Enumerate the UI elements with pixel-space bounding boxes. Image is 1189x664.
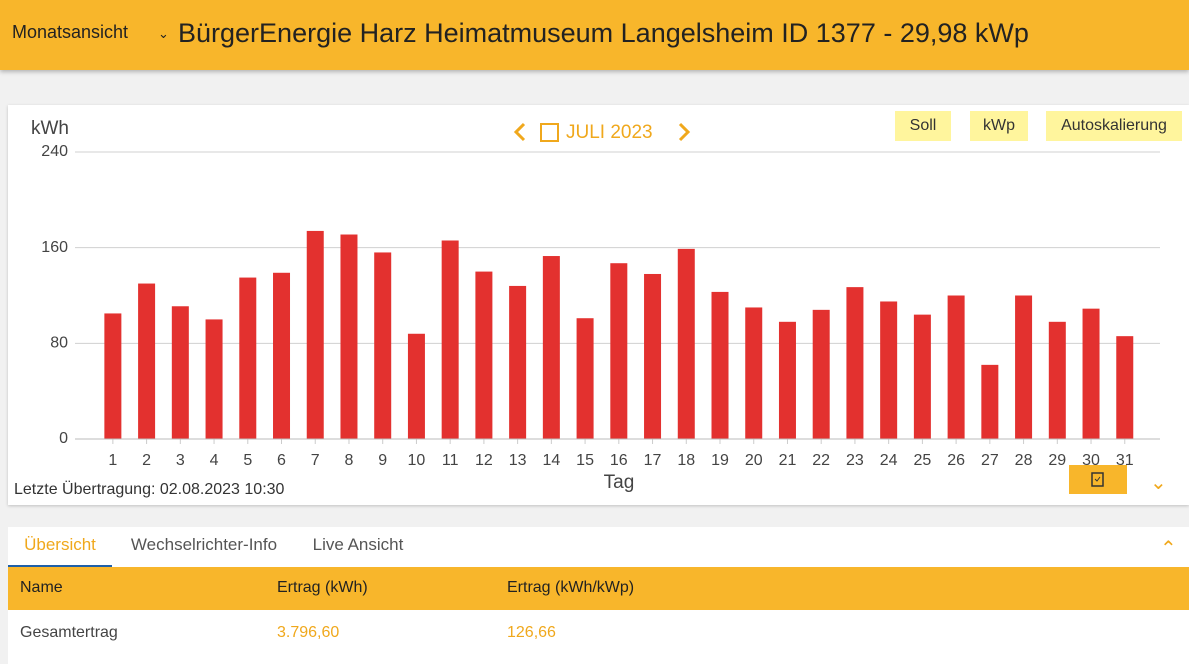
bar [812, 309, 830, 439]
y-axis-title: kWh [31, 118, 69, 139]
x-tick-label: 10 [408, 452, 426, 469]
bar [1082, 308, 1100, 439]
toggle-button[interactable]: kWp [970, 111, 1028, 141]
bar [475, 271, 493, 439]
tab[interactable]: Wechselrichter-Info [130, 535, 278, 554]
bar [104, 313, 122, 439]
page-title: BürgerEnergie Harz Heimatmuseum Langelsh… [178, 18, 1029, 48]
x-tick-label: 19 [711, 452, 729, 469]
bar [880, 301, 898, 439]
x-tick-label: 14 [542, 452, 560, 469]
x-tick-label: 15 [576, 452, 594, 469]
bar [981, 364, 999, 439]
bar [1015, 295, 1033, 439]
bar [273, 272, 291, 439]
x-tick-label: 26 [947, 452, 965, 469]
view-select[interactable]: Monatsansicht [12, 22, 129, 42]
x-tick-label: 17 [644, 452, 662, 469]
x-tick-label: 29 [1048, 452, 1066, 469]
x-tick-label: 4 [210, 452, 219, 469]
bar [711, 291, 729, 439]
x-tick-label: 16 [610, 452, 628, 469]
calendar-icon [540, 123, 559, 142]
next-arrow[interactable] [678, 122, 691, 142]
period-label[interactable]: JULI 2023 [566, 122, 653, 143]
table-header [8, 567, 1189, 610]
bar [340, 234, 358, 439]
bar [239, 277, 257, 439]
bar [644, 273, 662, 439]
x-tick-label: 7 [311, 452, 320, 469]
x-tick-label: 3 [176, 452, 185, 469]
bar [205, 319, 223, 439]
bar [1048, 321, 1066, 439]
export-button[interactable] [1069, 465, 1127, 494]
x-tick-label: 21 [779, 452, 797, 469]
bar [138, 283, 156, 439]
period-nav: JULI 2023 [513, 122, 691, 143]
x-tick-label: 12 [475, 452, 493, 469]
y-tick-label: 0 [59, 430, 68, 447]
collapse-chevron[interactable]: ⌃ [1160, 538, 1177, 560]
bar [441, 240, 459, 439]
x-tick-label: 11 [442, 452, 459, 469]
x-tick-label: 18 [677, 452, 695, 469]
x-tick-label: 31 [1116, 452, 1134, 469]
y-tick-label: 80 [50, 335, 68, 352]
x-tick-label: 20 [745, 452, 763, 469]
x-tick-label: 28 [1015, 452, 1033, 469]
x-tick-label: 2 [142, 452, 151, 469]
y-tick-label: 240 [41, 143, 68, 160]
bar [407, 333, 425, 439]
x-tick-label: 27 [981, 452, 999, 469]
expand-chevron[interactable]: ⌄ [1150, 472, 1167, 494]
bar [374, 252, 392, 439]
bar [778, 321, 796, 439]
table-cell: 3.796,60 [277, 624, 340, 641]
table-cell: 126,66 [507, 624, 556, 641]
tab[interactable]: Übersicht [8, 535, 112, 567]
x-tick-label: 25 [913, 452, 931, 469]
y-tick-label: 160 [41, 239, 68, 256]
column-header: Ertrag (kWh/kWp) [507, 579, 635, 596]
column-header: Name [20, 579, 63, 596]
bar [677, 248, 695, 439]
bar [947, 295, 965, 439]
toggle-button[interactable]: Autoskalierung [1046, 111, 1182, 141]
x-tick-label: 13 [509, 452, 527, 469]
x-tick-label: 30 [1082, 452, 1100, 469]
bar [846, 287, 864, 439]
x-tick-label: 24 [880, 452, 898, 469]
bar [509, 285, 527, 439]
x-tick-label: 1 [108, 452, 117, 469]
bar [306, 230, 324, 439]
column-header: Ertrag (kWh) [277, 579, 368, 596]
x-tick-label: 5 [243, 452, 252, 469]
bar [745, 307, 763, 439]
dropdown-icon: ⌄ [158, 26, 169, 41]
bar [610, 263, 628, 439]
bar [576, 318, 594, 439]
x-tick-label: 6 [277, 452, 286, 469]
prev-arrow[interactable] [513, 122, 526, 142]
bar [913, 314, 931, 439]
x-tick-label: 23 [846, 452, 864, 469]
table-cell: Gesamtertrag [20, 624, 118, 641]
x-tick-label: 22 [812, 452, 830, 469]
button-row: Soll kWp Autoskalierung [895, 111, 1185, 143]
bar [1116, 336, 1134, 439]
bar [171, 306, 189, 439]
x-tick-label: 8 [345, 452, 354, 469]
export-icon [1091, 472, 1104, 487]
header: Monatsansicht ⌄ BürgerEnergie Harz Heima… [0, 0, 1189, 70]
x-axis-title: Tag [604, 472, 635, 493]
toggle-button[interactable]: Soll [895, 111, 951, 141]
bar [542, 256, 560, 439]
last-transfer: Letzte Übertragung: 02.08.2023 10:30 [14, 481, 285, 498]
x-tick-label: 9 [378, 452, 387, 469]
tab[interactable]: Live Ansicht [312, 535, 404, 554]
